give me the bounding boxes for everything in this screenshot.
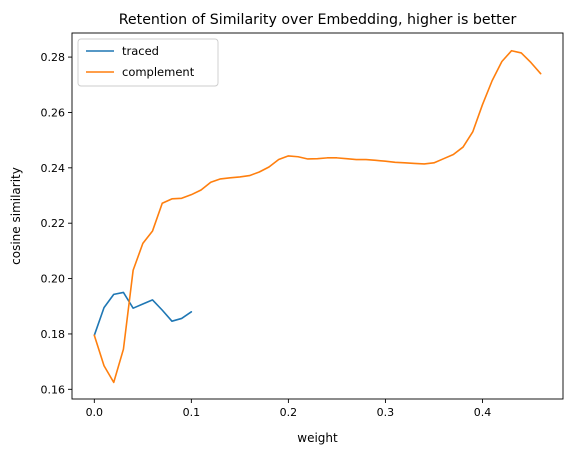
series-line-complement bbox=[93, 49, 542, 384]
plot-frame bbox=[71, 32, 564, 400]
y-tick-label: 0.26 bbox=[41, 106, 66, 119]
y-axis: 0.16 0.18 0.20 0.22 0.24 0.26 0.28 bbox=[41, 51, 72, 396]
x-tick-label: 0.0 bbox=[86, 406, 104, 419]
y-tick-label: 0.20 bbox=[41, 273, 66, 286]
y-tick-label: 0.24 bbox=[41, 162, 66, 175]
legend-label: complement bbox=[122, 65, 195, 79]
y-tick-label: 0.22 bbox=[41, 217, 66, 230]
y-axis-label: cosine similarity bbox=[9, 167, 23, 265]
series-line-traced bbox=[93, 291, 193, 337]
y-tick-label: 0.16 bbox=[41, 383, 66, 396]
x-tick-label: 0.4 bbox=[474, 406, 492, 419]
x-axis: 0.0 0.1 0.2 0.3 0.4 bbox=[86, 399, 492, 419]
x-tick-label: 0.1 bbox=[183, 406, 201, 419]
x-tick-label: 0.3 bbox=[377, 406, 395, 419]
x-axis-label: weight bbox=[297, 431, 338, 445]
y-tick-label: 0.18 bbox=[41, 328, 66, 341]
x-tick-label: 0.2 bbox=[280, 406, 298, 419]
y-tick-label: 0.28 bbox=[41, 51, 66, 64]
chart-title: Retention of Similarity over Embedding, … bbox=[119, 12, 517, 28]
legend-label: traced bbox=[122, 44, 159, 58]
legend: traced complement bbox=[77, 38, 219, 87]
plot-area bbox=[93, 49, 542, 384]
